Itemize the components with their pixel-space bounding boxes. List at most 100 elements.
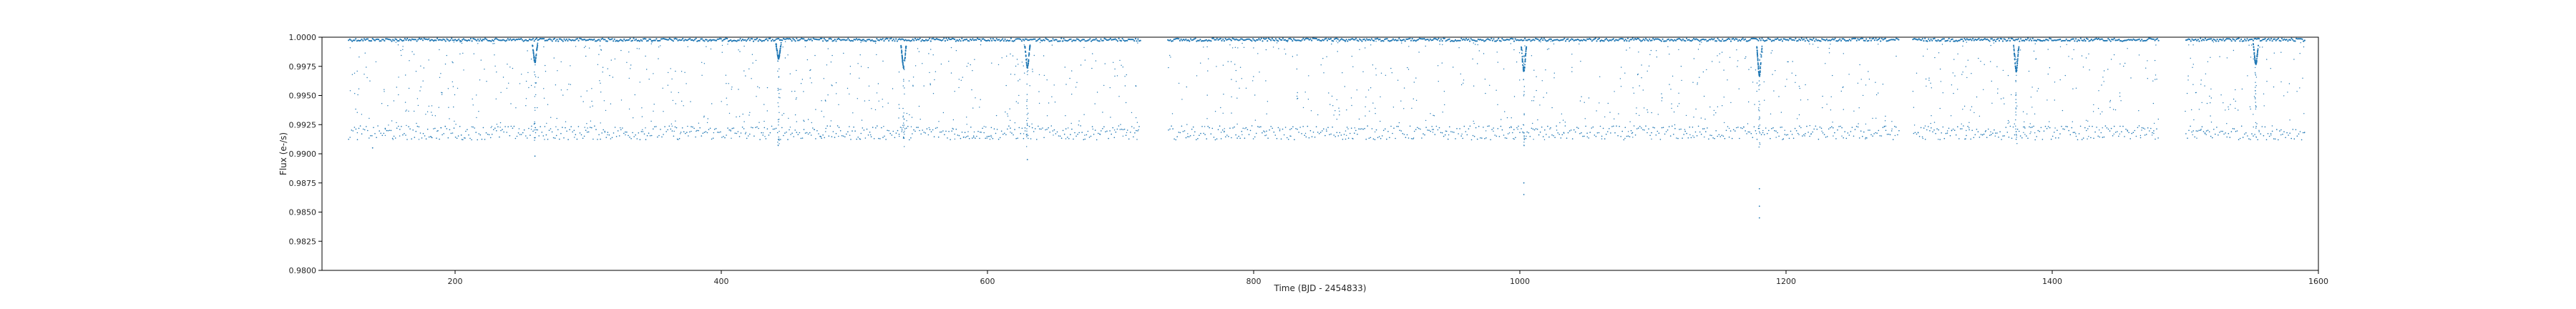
data-point [585,55,587,57]
data-point [1657,130,1659,132]
data-point [1521,56,1523,58]
data-point [909,40,912,42]
data-point [1762,39,1765,41]
data-point [1626,135,1628,137]
data-point [1604,138,1606,139]
data-point [580,38,582,40]
data-point [1011,40,1013,42]
data-point [1128,38,1131,41]
data-point [2220,130,2222,132]
data-point [1588,137,1589,139]
data-point [2021,137,2023,139]
data-point [776,49,778,51]
data-point [2043,130,2045,132]
data-point [1101,130,1102,132]
data-point [1186,39,1189,41]
data-point [1438,37,1440,40]
data-point [1320,40,1322,42]
data-point [791,91,793,92]
data-point [1420,128,1421,130]
data-point [2089,39,2092,41]
data-point [2023,132,2024,133]
data-point [1592,126,1594,128]
data-point [838,104,839,105]
data-point [362,39,364,42]
data-point [1865,38,1868,40]
data-point [431,137,433,139]
data-point [2263,39,2265,41]
data-point [889,38,891,40]
data-point [1342,39,1344,41]
data-point [2060,40,2063,42]
data-point [836,38,839,41]
data-point [1938,129,1939,131]
data-point [751,54,753,55]
data-point [1704,39,1707,41]
data-point [721,101,722,102]
data-point [1770,52,1772,54]
data-point [784,38,786,40]
data-point [1765,39,1767,42]
data-point [693,39,696,41]
data-point [1087,130,1089,132]
data-point [1395,39,1397,41]
data-point [1624,137,1626,139]
data-point [1204,39,1206,41]
data-point [1555,39,1557,41]
data-point [833,39,835,41]
data-point [721,44,723,46]
data-point [951,130,952,132]
data-point [1531,39,1533,41]
data-point [902,64,904,67]
data-point [684,39,686,41]
data-point [1182,131,1184,132]
data-point [1483,53,1485,54]
data-point [1692,82,1694,83]
data-point [2156,38,2158,40]
data-point [1430,130,1431,132]
data-point [901,38,903,40]
data-point [2103,136,2105,138]
data-point [609,39,611,41]
data-point [738,116,741,117]
data-point [1089,38,1091,40]
data-point [932,54,934,56]
data-point [1374,139,1376,140]
data-point [582,137,584,139]
data-point [1862,135,1863,137]
data-point [1930,82,1931,84]
data-point [2004,135,2005,137]
data-point [1939,107,1941,109]
data-point [1122,129,1124,131]
data-point [2109,40,2112,42]
data-point [1569,39,1571,41]
data-point [965,39,967,41]
data-point [711,138,713,140]
data-point [1546,134,1547,135]
data-point [2299,38,2301,40]
data-point [932,129,934,131]
data-point [2273,38,2275,41]
data-point [2013,48,2015,50]
data-point [1667,38,1669,40]
data-point [1758,125,1760,127]
data-point [2120,100,2122,102]
data-point [1659,139,1662,140]
data-point [628,134,629,137]
data-point [2243,40,2245,42]
data-point [2273,138,2275,139]
data-point [1191,39,1193,41]
data-point [1054,39,1056,41]
data-point [2273,52,2275,54]
data-point [374,133,376,134]
data-point [901,54,903,57]
data-point [1878,37,1880,40]
data-point [544,39,546,41]
data-point [1476,138,1478,140]
data-point [497,126,499,127]
data-point [2084,127,2086,129]
data-point [1736,38,1738,41]
data-point [1677,38,1679,40]
data-point [525,98,527,99]
data-point [1018,38,1020,40]
